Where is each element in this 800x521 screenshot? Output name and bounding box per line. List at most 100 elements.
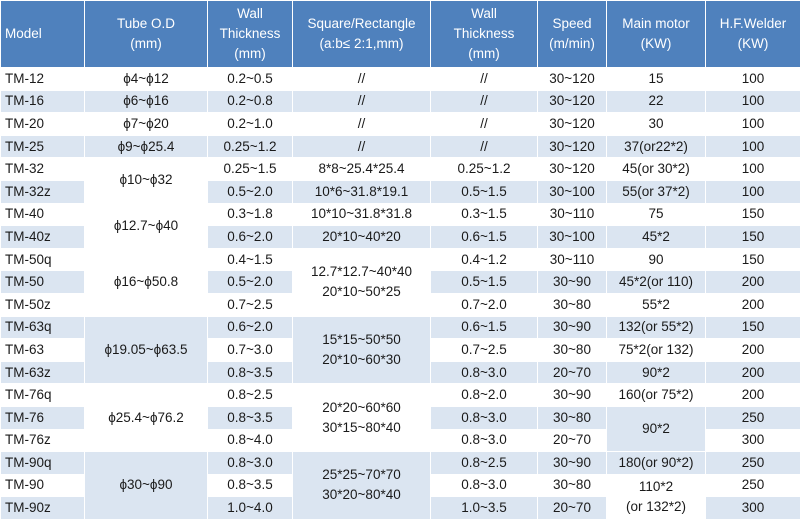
cell-text: 0.8~2.5 (227, 387, 273, 403)
table-cell: 0.2~0.5 (207, 67, 293, 91)
cell-text: 8*8~25.4*25.4 (318, 161, 405, 177)
table-cell: 30~90 (537, 383, 607, 407)
cell-text: 37(or22*2) (624, 138, 688, 154)
cell-text: 0.5~1.5 (461, 274, 507, 290)
cell-text: TM-16 (5, 93, 45, 109)
table-cell: 132(or 55*2) (606, 315, 706, 340)
cell-text: 30~80 (553, 296, 591, 312)
table-cell: // (292, 67, 431, 91)
table-cell: 8*8~25.4*25.4 (292, 157, 431, 181)
table-cell: TM-32z (0, 179, 85, 204)
table-cell: 20~70 (537, 428, 607, 453)
cell-text: (a:b≤ 2:1,mm) (319, 36, 404, 51)
cell-text: 55(or 37*2) (622, 183, 690, 199)
table-cell: 15*15~50*50 20*10~60*30 (292, 315, 431, 385)
cell-text: 55*2 (642, 296, 670, 312)
cell-text: ϕ16~ϕ50.8 (113, 274, 179, 290)
table-cell: 30~80 (537, 405, 607, 430)
table-cell: 0.8~3.0 (207, 451, 293, 475)
cell-text: 0.8~3.0 (227, 454, 273, 470)
table-cell: 180(or 90*2) (606, 451, 706, 475)
table-cell: 10*10~31.8*31.8 (292, 202, 431, 227)
cell-text: 100 (741, 93, 765, 109)
table-cell: TM-90z (0, 496, 85, 520)
cell-text: 30*15~80*40 (322, 419, 401, 435)
cell-text: 30~120 (549, 93, 595, 109)
cell-text: 20*10~60*30 (322, 351, 401, 367)
cell-text: Wall (471, 6, 497, 21)
cell-text: 0.6~1.5 (461, 228, 507, 244)
table-cell: 200 (705, 292, 800, 317)
cell-text: 30~90 (553, 319, 591, 335)
table-cell: 0.8~4.0 (207, 428, 293, 453)
table-cell: TM-50q (0, 247, 85, 272)
table-cell: 200 (705, 270, 800, 294)
cell-text: Speed (552, 16, 592, 31)
table-cell: // (292, 89, 431, 114)
cell-text: 20~70 (553, 500, 591, 516)
cell-text: 100 (741, 115, 765, 131)
table-cell: 20~70 (537, 360, 607, 385)
cell-text: 0.25~1.5 (223, 161, 277, 177)
table-cell: 30~110 (537, 202, 607, 227)
cell-text: 0.3~1.5 (461, 206, 507, 222)
cell-text: 30~110 (549, 251, 595, 267)
table-cell: 90*2 (606, 405, 706, 453)
table-cell: 0.7~2.0 (430, 292, 538, 317)
table-cell: 0.4~1.5 (207, 247, 293, 272)
table-cell: 0.3~1.5 (430, 202, 538, 227)
table-cell: TM-16 (0, 89, 85, 114)
cell-text: TM-63 (5, 341, 45, 357)
table-cell: ϕ6~ϕ16 (84, 89, 208, 114)
cell-text: 200 (741, 274, 765, 290)
cell-text: TM-76 (5, 409, 45, 425)
cell-text: 30~120 (549, 70, 595, 86)
cell-text: 0.8~3.0 (461, 432, 507, 448)
cell-text: 45(or 30*2) (622, 161, 690, 177)
table-cell: 0.8~3.0 (430, 428, 538, 453)
cell-text: ϕ30~ϕ90 (119, 477, 173, 493)
table-cell: 37(or22*2) (606, 134, 706, 159)
cell-text: 0.2~0.8 (227, 93, 273, 109)
table-row: TM-32z 0.5~2.0 10*6~31.8*19.1 0.5~1.5 30~100… (0, 179, 800, 204)
cell-text: H.F.Welder (719, 16, 787, 31)
cell-text: 250 (741, 454, 765, 470)
cell-text: 0.2~0.5 (227, 70, 273, 86)
table-cell: 200 (705, 360, 800, 385)
cell-text: Main motor (622, 16, 690, 31)
table-cell: 30~90 (537, 451, 607, 475)
cell-text: Square/Rectangle (307, 16, 416, 31)
cell-text: TM-63z (5, 364, 51, 380)
table-cell: 10*6~31.8*19.1 (292, 179, 431, 204)
table-cell: 30~90 (537, 270, 607, 294)
cell-text: 10*10~31.8*31.8 (311, 206, 412, 222)
table-cell: 30~90 (537, 315, 607, 340)
table-row: TM-50z 0.7~2.5 0.7~2.0 30~80 55*2 200 (0, 292, 800, 317)
cell-text: 20~70 (553, 364, 591, 380)
table-header: Model Tube O.D (mm) Wall Thickness (mm) Square… (0, 0, 800, 68)
header-cell: Tube O.D (mm) (84, 0, 208, 68)
table-cell: 45(or 30*2) (606, 157, 706, 181)
table-cell: 0.8~3.0 (430, 473, 538, 498)
table-row: TM-25 ϕ9~ϕ25.4 0.25~1.2 // // 30~120 37(or22*2… (0, 134, 800, 159)
cell-text: 0.8~3.5 (227, 364, 273, 380)
table-cell: 30~120 (537, 89, 607, 114)
cell-text: 0.8~3.0 (461, 409, 507, 425)
cell-text: 0.8~2.0 (461, 387, 507, 403)
header-cell: Wall Thickness (mm) (430, 0, 538, 68)
table-cell: TM-40 (0, 202, 85, 227)
table-cell: 0.7~3.0 (207, 338, 293, 362)
table-cell: 90 (606, 247, 706, 272)
cell-text: ϕ19.05~ϕ63.5 (104, 341, 188, 357)
table-cell: 110*2 (or 132*2) (606, 473, 706, 520)
cell-text: 0.8~2.5 (461, 454, 507, 470)
table-cell: // (292, 134, 431, 159)
cell-text: 200 (741, 387, 765, 403)
cell-text: 160(or 75*2) (618, 387, 694, 403)
table-cell: 0.8~3.5 (207, 360, 293, 385)
cell-text: Tube O.D (116, 16, 176, 31)
table-row: TM-90z 1.0~4.0 1.0~3.5 20~70 300 (0, 496, 800, 520)
table-cell: TM-50z (0, 292, 85, 317)
cell-text: // (357, 115, 366, 131)
cell-text: 150 (741, 319, 765, 335)
